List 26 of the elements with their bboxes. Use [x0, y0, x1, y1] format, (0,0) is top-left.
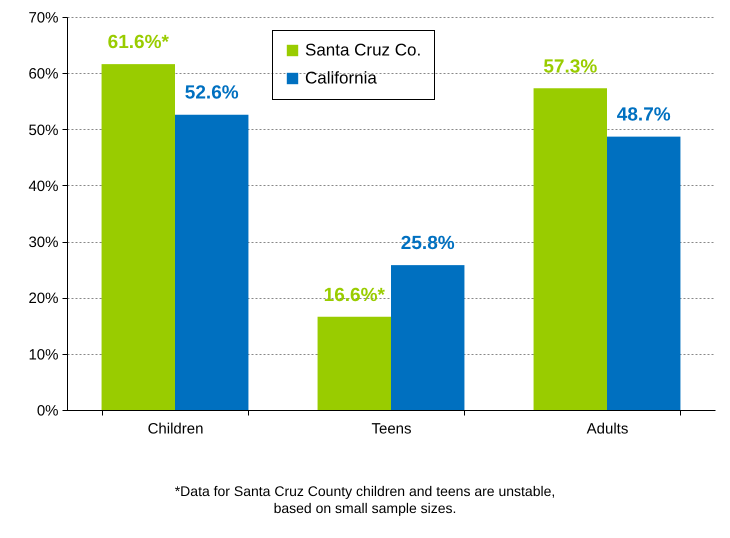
y-tick-label: 30%	[28, 234, 58, 252]
data-label: 61.6%*	[108, 32, 170, 54]
data-label: 16.6%*	[324, 284, 386, 306]
data-label: 57.3%	[543, 56, 598, 78]
data-label: 52.6%	[184, 82, 239, 104]
bar	[534, 88, 607, 410]
bar	[318, 316, 391, 410]
x-tick-label: Teens	[371, 420, 412, 438]
y-tick-label: 0%	[36, 402, 58, 420]
y-tick-label: 50%	[28, 122, 58, 139]
text: *Data for Santa Cruz County children and teens are unstable, based on small sample sizes.	[174, 483, 556, 517]
legend-label: Santa Cruz Co.	[305, 40, 422, 60]
bar	[391, 265, 464, 410]
bar	[102, 64, 175, 410]
bar	[175, 114, 248, 410]
legend-label: California	[305, 68, 378, 88]
data-label: 25.8%	[400, 233, 455, 254]
x-tick-label: Adults	[586, 420, 628, 438]
bar	[607, 136, 680, 410]
y-tick-label: 20%	[28, 290, 58, 308]
y-tick-label: 70%	[28, 10, 58, 26]
y-tick-label: 10%	[28, 346, 58, 364]
x-tick-label: Children	[148, 420, 204, 438]
y-tick-label: 40%	[28, 178, 58, 195]
y-tick-label: 60%	[28, 66, 58, 83]
data-label: 48.7%	[616, 104, 671, 126]
